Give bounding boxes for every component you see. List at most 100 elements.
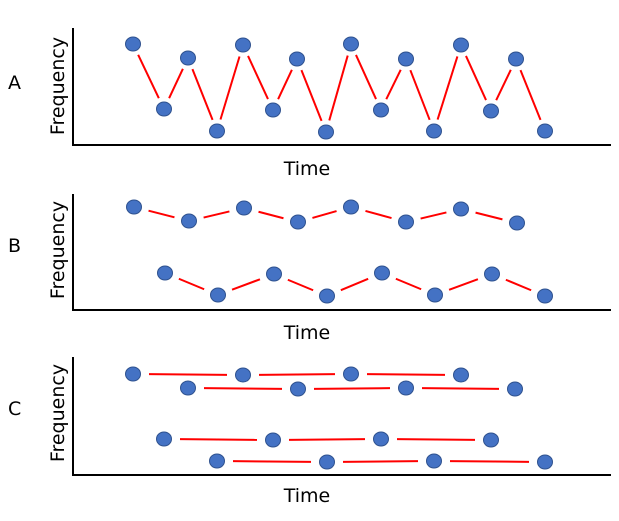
data-point: [507, 381, 523, 397]
connector-line: [396, 438, 476, 441]
connector-line: [258, 373, 336, 376]
data-point: [180, 50, 196, 66]
connector-line: [288, 438, 366, 441]
data-point: [235, 367, 251, 383]
panel-c-ylabel: Frequency: [47, 364, 69, 462]
connector-line: [203, 210, 230, 219]
connector-line: [475, 211, 503, 221]
data-point: [508, 51, 524, 67]
data-point: [125, 36, 141, 52]
data-point: [210, 287, 226, 303]
connector-line: [365, 209, 392, 220]
connector-line: [449, 460, 530, 463]
connector-line: [355, 54, 377, 100]
connector-line: [366, 373, 446, 376]
connector-line: [395, 277, 422, 291]
connector-line: [232, 460, 312, 463]
connector-line: [448, 278, 479, 291]
connector-line: [179, 438, 258, 441]
data-point: [374, 265, 390, 281]
data-point: [125, 366, 141, 382]
connector-line: [231, 278, 261, 291]
panel-c-xlabel: Time: [283, 485, 331, 507]
connector-line: [420, 211, 447, 220]
data-point: [266, 266, 282, 282]
connector-line: [168, 68, 184, 99]
connector-line: [505, 278, 532, 292]
panel-c-label: C: [8, 398, 21, 420]
data-point: [126, 199, 142, 215]
data-point: [209, 453, 225, 469]
data-point: [484, 266, 500, 282]
connector-line: [203, 387, 283, 390]
panel-a-label: A: [8, 72, 21, 94]
connector-line: [137, 54, 160, 99]
panel-a-ylabel: Frequency: [47, 37, 69, 135]
panel-c-marks: [125, 366, 553, 470]
connector-line: [436, 56, 459, 120]
data-point: [180, 380, 196, 396]
data-point: [157, 265, 173, 281]
connector-line: [519, 69, 542, 121]
data-point: [290, 214, 306, 230]
panel-a-axes: [72, 28, 611, 146]
panel-b-axes: [72, 194, 611, 311]
panel-b-ylabel: Frequency: [47, 201, 69, 299]
panel-a-marks: [125, 36, 553, 140]
panel-b: B Frequency Time: [8, 194, 611, 344]
data-point: [209, 123, 225, 139]
panel-c-axes: [72, 357, 611, 476]
connector-line: [148, 373, 228, 376]
data-point: [156, 431, 172, 447]
data-point: [398, 214, 414, 230]
connector-line: [277, 69, 293, 100]
data-point: [453, 37, 469, 53]
connector-line: [247, 55, 269, 100]
data-point: [427, 287, 443, 303]
connector-line: [312, 210, 337, 219]
data-point: [483, 103, 499, 119]
data-point: [156, 101, 172, 117]
connector-line: [258, 210, 284, 220]
panel-c: C Frequency Time: [8, 357, 611, 507]
connector-line: [409, 69, 431, 121]
data-point: [537, 123, 553, 139]
data-point: [453, 367, 469, 383]
connector-line: [340, 277, 369, 292]
data-point: [290, 381, 306, 397]
data-point: [319, 288, 335, 304]
panel-a: A Frequency Time: [8, 28, 611, 180]
data-point: [426, 453, 442, 469]
data-point: [343, 36, 359, 52]
connector-line: [465, 55, 487, 101]
data-point: [373, 431, 389, 447]
data-point: [373, 102, 389, 118]
data-point: [398, 380, 414, 396]
data-point: [343, 366, 359, 382]
panel-b-marks: [126, 199, 553, 304]
data-point: [289, 51, 305, 67]
connector-line: [148, 209, 175, 219]
data-point: [265, 102, 281, 118]
data-point: [318, 124, 334, 140]
connector-line: [495, 69, 512, 101]
connector-line: [287, 278, 314, 292]
data-point: [398, 51, 414, 67]
connector-line: [385, 69, 402, 100]
data-point: [265, 432, 281, 448]
connector-line: [191, 68, 214, 121]
data-point: [483, 432, 499, 448]
panel-a-xlabel: Time: [283, 158, 331, 180]
data-point: [509, 215, 525, 231]
connector-line: [313, 387, 391, 390]
data-point: [236, 200, 252, 216]
data-point: [426, 123, 442, 139]
connector-line: [342, 460, 419, 463]
data-point: [181, 213, 197, 229]
panel-b-xlabel: Time: [283, 322, 331, 344]
data-point: [537, 454, 553, 470]
data-point: [235, 37, 251, 53]
connector-line: [219, 56, 241, 120]
connector-line: [328, 55, 349, 121]
